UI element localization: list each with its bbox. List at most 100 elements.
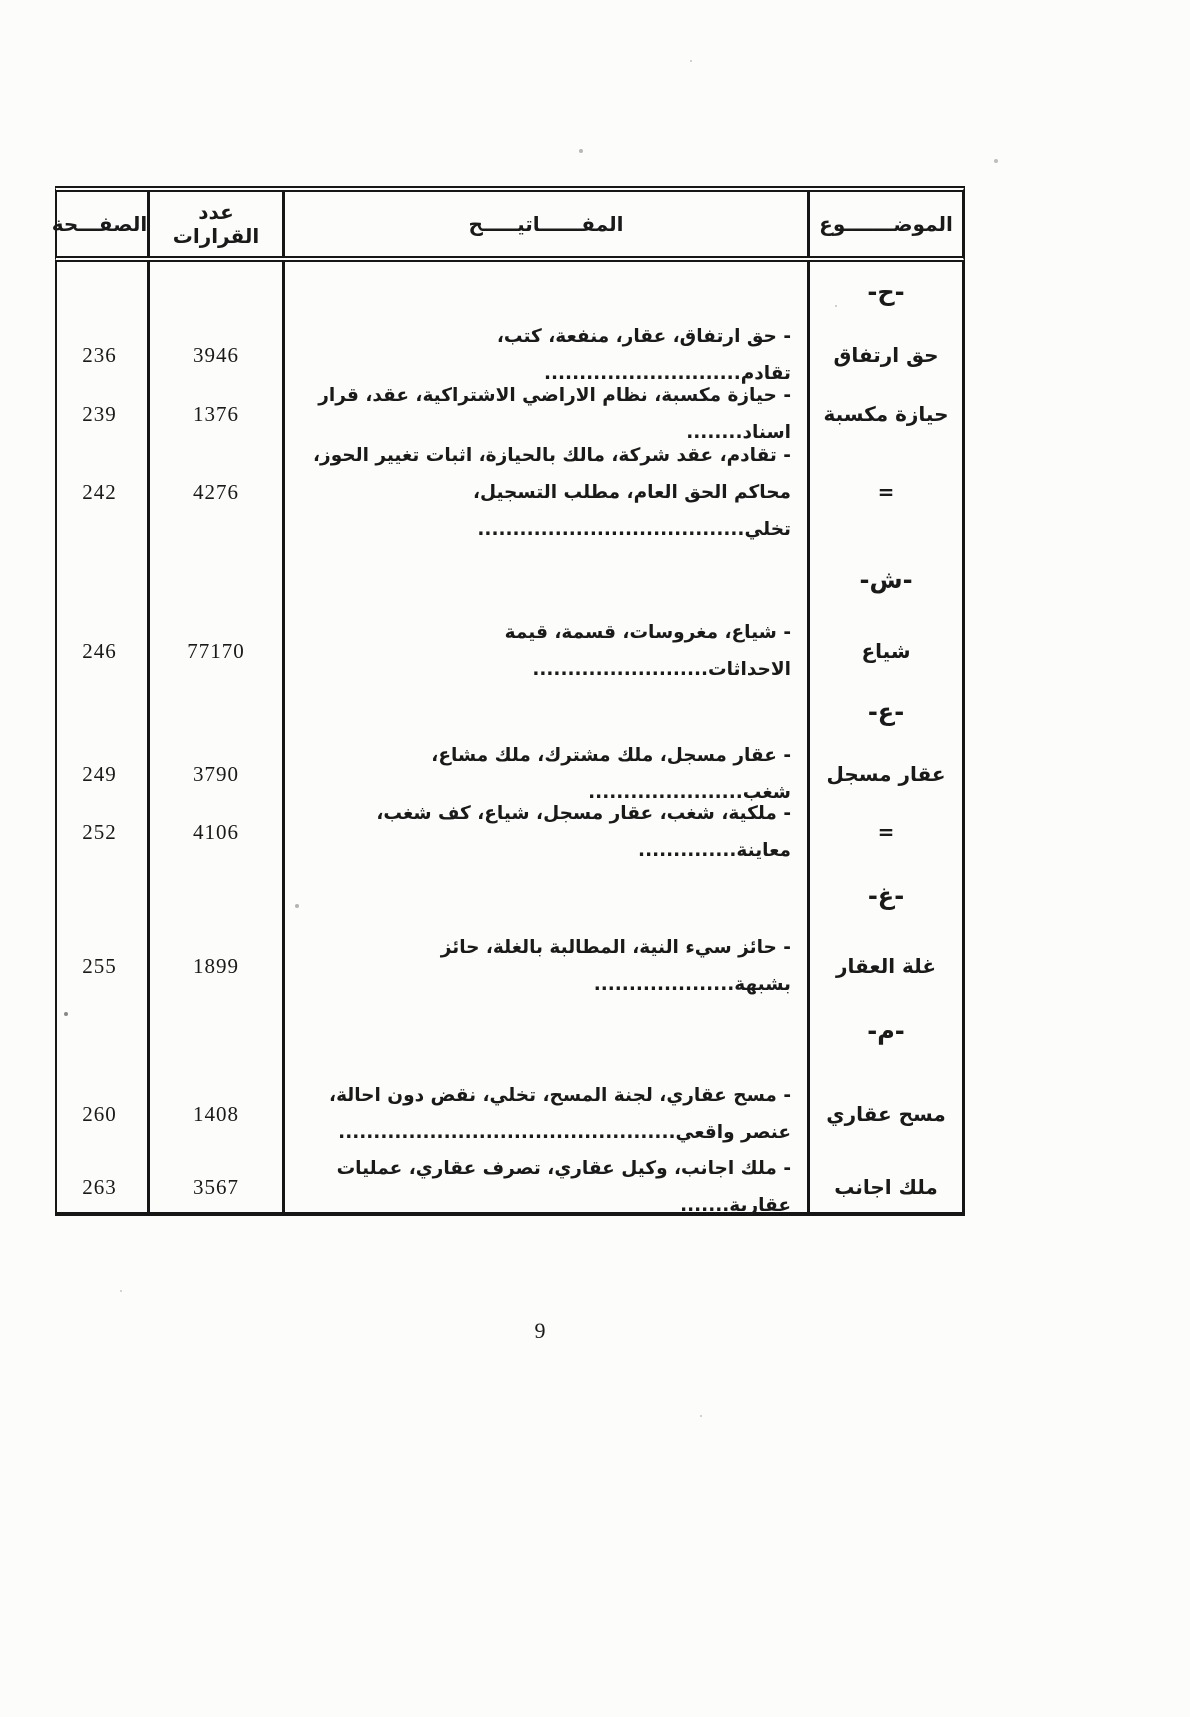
decisions-cell: 4276	[147, 442, 282, 542]
page-cell: 255	[52, 934, 147, 998]
decisions-cell: 1376	[147, 386, 282, 442]
keys-cell	[282, 860, 807, 934]
decisions-cell-text: 3567	[193, 1174, 239, 1199]
subject-cell-text: عقار مسجل	[826, 762, 946, 786]
keys-cell: - عقار مسجل، ملك مشترك، ملك مشاع، شغب...…	[282, 744, 807, 804]
keys-cell	[282, 262, 807, 324]
page-cell: 263	[52, 1162, 147, 1212]
keys-cell	[282, 998, 807, 1066]
decisions-cell-text: 1408	[193, 1101, 239, 1126]
subject-cell: حيازة مكسبة	[807, 386, 962, 442]
page-cell: 242	[52, 442, 147, 542]
page-cell: 236	[52, 324, 147, 386]
subject-cell: =	[807, 804, 962, 860]
header-page-label: الصفـــحة	[51, 212, 148, 236]
subject-cell-text: -غ-	[867, 882, 905, 911]
section-header-row: -ح-	[57, 262, 962, 324]
decisions-cell-text: 4106	[193, 819, 239, 844]
page-cell-text: 246	[82, 638, 117, 663]
decisions-cell: 4106	[147, 804, 282, 860]
subject-cell-text: حق ارتفاق	[833, 343, 939, 367]
decisions-cell	[147, 262, 282, 324]
decisions-cell: 3567	[147, 1162, 282, 1212]
subject-cell: -ش-	[807, 542, 962, 620]
page-cell: 252	[52, 804, 147, 860]
decisions-cell-text: 3790	[193, 761, 239, 786]
page-cell-text: 255	[82, 953, 117, 978]
section-header-row: -غ-	[57, 860, 962, 934]
subject-cell-text: شياع	[861, 639, 911, 663]
subject-cell: -ع-	[807, 682, 962, 744]
subject-cell: شياع	[807, 620, 962, 682]
section-header-row: -م-	[57, 998, 962, 1066]
subject-cell: -م-	[807, 998, 962, 1066]
page-cell	[52, 860, 147, 934]
keys-cell-text: - حائز سيء النية، المطالبة بالغلة، حائز …	[440, 937, 791, 995]
table-row: = - تقادم، عقد شركة، مالك بالحيازة، اثبات…	[57, 442, 962, 542]
keys-cell	[282, 682, 807, 744]
page-cell: 260	[52, 1066, 147, 1162]
page-cell: 239	[52, 386, 147, 442]
subject-cell-text: حيازة مكسبة	[823, 402, 949, 426]
keys-cell: - تقادم، عقد شركة، مالك بالحيازة، اثبات …	[282, 442, 807, 542]
section-header-row: -ش-	[57, 542, 962, 620]
page-cell-text: 242	[82, 479, 117, 504]
keys-cell-text: - تقادم، عقد شركة، مالك بالحيازة، اثبات …	[313, 444, 791, 540]
decisions-cell: 77170	[147, 620, 282, 682]
index-table: الموضـــــــوع المفــــــاتيـــــح عدد ا…	[51, 186, 965, 1216]
table-row: شياع - شياع، مغروسات، قسمة، قيمة الاحداثا…	[57, 620, 962, 682]
keys-cell-text: - مسح عقاري، لجنة المسح، تخلي، نقض دون ا…	[329, 1085, 791, 1143]
header-subject-label: الموضـــــــوع	[819, 212, 953, 236]
keys-cell-text: - حيازة مكسبة، نظام الاراضي الاشتراكية، …	[318, 385, 791, 443]
subject-cell-text: ملك اجانب	[834, 1175, 938, 1199]
page-cell-text: 239	[82, 401, 117, 426]
page-number: 9	[534, 1318, 546, 1343]
keys-cell: - ملكية، شغب، عقار مسجل، شياع، كف شغب، م…	[282, 803, 807, 861]
decisions-cell	[147, 682, 282, 744]
table-row: حق ارتفاق - حق ارتفاق، عقار، منفعة، كتب، …	[57, 324, 962, 386]
header-keys: المفــــــاتيـــــح	[282, 192, 807, 256]
table-row: غلة العقار - حائز سيء النية، المطالبة بال…	[57, 934, 962, 998]
keys-cell-text: - شياع، مغروسات، قسمة، قيمة الاحداثات...…	[504, 622, 791, 680]
subject-cell-text: =	[877, 480, 895, 504]
page-cell	[52, 542, 147, 620]
subject-cell: حق ارتفاق	[807, 324, 962, 386]
subject-cell-text: -ش-	[859, 566, 913, 595]
decisions-cell	[147, 998, 282, 1066]
decisions-cell-text: 1376	[193, 401, 239, 426]
header-keys-label: المفــــــاتيـــــح	[468, 212, 624, 236]
keys-cell: - ملك اجانب، وكيل عقاري، تصرف عقاري، عمل…	[282, 1158, 807, 1216]
table-row: حيازة مكسبة - حيازة مكسبة، نظام الاراضي ا…	[57, 385, 962, 443]
page-cell-text: 236	[82, 342, 117, 367]
subject-cell-text: -ح-	[867, 278, 905, 307]
subject-cell-text: -ع-	[867, 698, 905, 727]
keys-cell: - حيازة مكسبة، نظام الاراضي الاشتراكية، …	[282, 385, 807, 443]
page-cell-text: 260	[82, 1101, 117, 1126]
decisions-cell: 1899	[147, 934, 282, 998]
subject-cell: مسح عقاري	[807, 1066, 962, 1162]
subject-cell: -غ-	[807, 860, 962, 934]
page-cell-text: 249	[82, 761, 117, 786]
subject-cell: ملك اجانب	[807, 1162, 962, 1212]
decisions-cell	[147, 542, 282, 620]
decisions-cell	[147, 860, 282, 934]
table-row: مسح عقاري - مسح عقاري، لجنة المسح، تخلي، …	[57, 1066, 962, 1162]
subject-cell: عقار مسجل	[807, 744, 962, 804]
keys-cell: - حائز سيء النية، المطالبة بالغلة، حائز …	[282, 934, 807, 998]
header-subject: الموضـــــــوع	[807, 192, 962, 256]
subject-cell: غلة العقار	[807, 934, 962, 998]
page-cell-text: 263	[82, 1174, 117, 1199]
decisions-cell: 1408	[147, 1066, 282, 1162]
section-header-row: -ع-	[57, 682, 962, 744]
page-cell	[52, 682, 147, 744]
page-cell-text: 252	[82, 819, 117, 844]
keys-cell: - حق ارتفاق، عقار، منفعة، كتب، تقادم....…	[282, 324, 807, 386]
subject-cell-text: غلة العقار	[836, 954, 936, 978]
header-decisions-label: عدد القرارات	[172, 200, 260, 248]
subject-cell-text: مسح عقاري	[826, 1102, 946, 1126]
subject-cell: -ح-	[807, 262, 962, 324]
page-cell	[52, 998, 147, 1066]
keys-cell: - شياع، مغروسات، قسمة، قيمة الاحداثات...…	[282, 620, 807, 682]
table-row: عقار مسجل - عقار مسجل، ملك مشترك، ملك مشا…	[57, 744, 962, 804]
